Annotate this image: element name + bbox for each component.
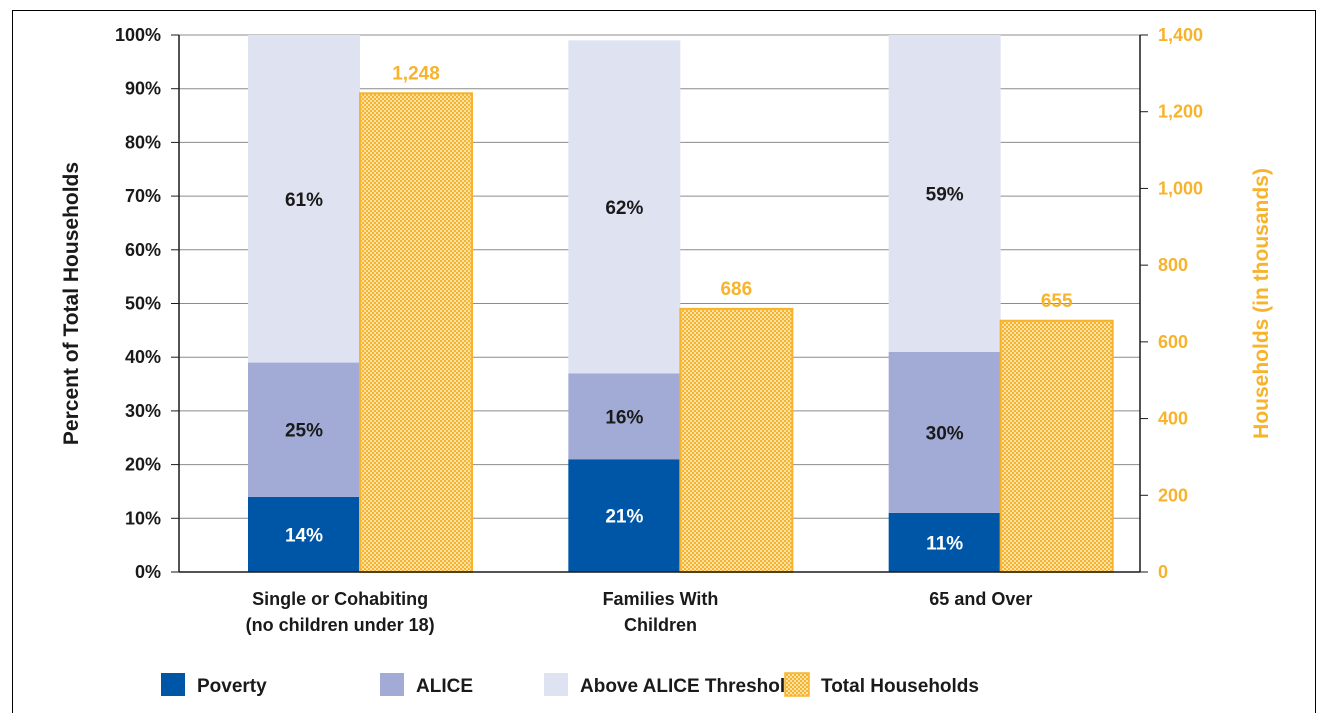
left-tick-label: 60% (125, 240, 161, 260)
data-label-above-alice-threshold: 62% (605, 198, 643, 219)
category-label: (no children under 18) (246, 615, 435, 635)
legend-swatch-above-alice-threshold (544, 673, 568, 696)
y-axis-title: Percent of Total Households (60, 162, 83, 445)
left-tick-label: 20% (125, 455, 161, 475)
left-tick-label: 80% (125, 132, 161, 152)
bar-total-households (359, 92, 473, 573)
right-tick-label: 1,200 (1158, 102, 1203, 122)
data-label-alice: 16% (605, 407, 643, 428)
left-tick-label: 30% (125, 401, 161, 421)
bar-alice (248, 362, 360, 497)
bar-above-alice-threshold (248, 35, 360, 363)
data-label-total-households: 686 (720, 279, 752, 300)
data-label-above-alice-threshold: 61% (285, 190, 323, 211)
bar-poverty (568, 459, 681, 572)
bar-poverty (248, 496, 360, 572)
bar-poverty (888, 512, 1001, 572)
data-label-poverty: 21% (605, 507, 643, 528)
legend-label-total-households: Total Households (821, 676, 979, 697)
legend-label-above-alice-threshold: Above ALICE Threshold (580, 676, 797, 697)
legend-label-alice: ALICE (416, 676, 473, 697)
left-tick-label: 40% (125, 347, 161, 367)
category-label: 65 and Over (929, 589, 1032, 609)
bar-total-households (679, 307, 794, 573)
left-tick-label: 100% (115, 25, 161, 45)
data-label-total-households: 1,248 (392, 63, 440, 84)
legend-label-poverty: Poverty (197, 676, 267, 697)
data-label-alice: 25% (285, 421, 323, 442)
right-tick-label: 1,000 (1158, 178, 1203, 198)
legend-swatch-alice (380, 673, 404, 696)
left-tick-label: 0% (135, 562, 161, 582)
bar-above-alice-threshold (568, 40, 681, 374)
data-label-alice: 30% (926, 423, 964, 444)
right-tick-label: 200 (1158, 485, 1188, 505)
right-tick-label: 0 (1158, 562, 1168, 582)
left-tick-label: 10% (125, 508, 161, 528)
data-label-above-alice-threshold: 59% (926, 184, 964, 205)
legend-swatch-poverty (161, 673, 185, 696)
category-label: Families With (603, 589, 719, 609)
left-tick-label: 70% (125, 186, 161, 206)
category-label: Single or Cohabiting (252, 589, 428, 609)
data-label-total-households: 655 (1041, 291, 1073, 312)
right-tick-label: 1,400 (1158, 25, 1203, 45)
y2-axis-title: Households (in thousands) (1250, 168, 1273, 439)
right-tick-label: 800 (1158, 255, 1188, 275)
bar-alice (568, 373, 681, 460)
left-tick-label: 50% (125, 294, 161, 314)
legend-swatch-total-households (784, 672, 810, 697)
bar-above-alice-threshold (888, 35, 1001, 352)
left-tick-label: 90% (125, 79, 161, 99)
right-tick-label: 400 (1158, 409, 1188, 429)
category-label: Children (624, 615, 697, 635)
data-label-poverty: 14% (285, 525, 323, 546)
data-label-poverty: 11% (926, 533, 963, 554)
bar-total-households (999, 319, 1114, 573)
bar-alice (888, 351, 1001, 513)
right-tick-label: 600 (1158, 332, 1188, 352)
